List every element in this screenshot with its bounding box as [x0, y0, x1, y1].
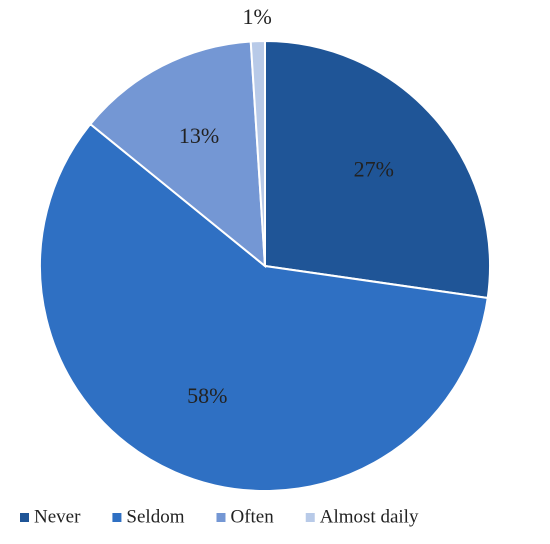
data-label: 58% — [187, 383, 227, 408]
legend-swatch — [20, 513, 29, 522]
legend-label: Often — [230, 506, 274, 527]
data-label: 13% — [179, 123, 219, 148]
legend-label: Seldom — [126, 506, 184, 527]
legend-swatch — [305, 513, 315, 522]
pie-slice — [88, 40, 267, 269]
pie-slice — [39, 122, 489, 492]
legend-label: Never — [34, 506, 81, 527]
legend-label: Almost daily — [320, 506, 419, 527]
data-label: 1% — [242, 4, 271, 29]
pie-slice — [249, 39, 266, 267]
pie-slice — [264, 39, 491, 300]
legend-swatch — [216, 513, 226, 522]
legend-swatch — [112, 513, 122, 522]
data-label: 27% — [354, 157, 394, 182]
